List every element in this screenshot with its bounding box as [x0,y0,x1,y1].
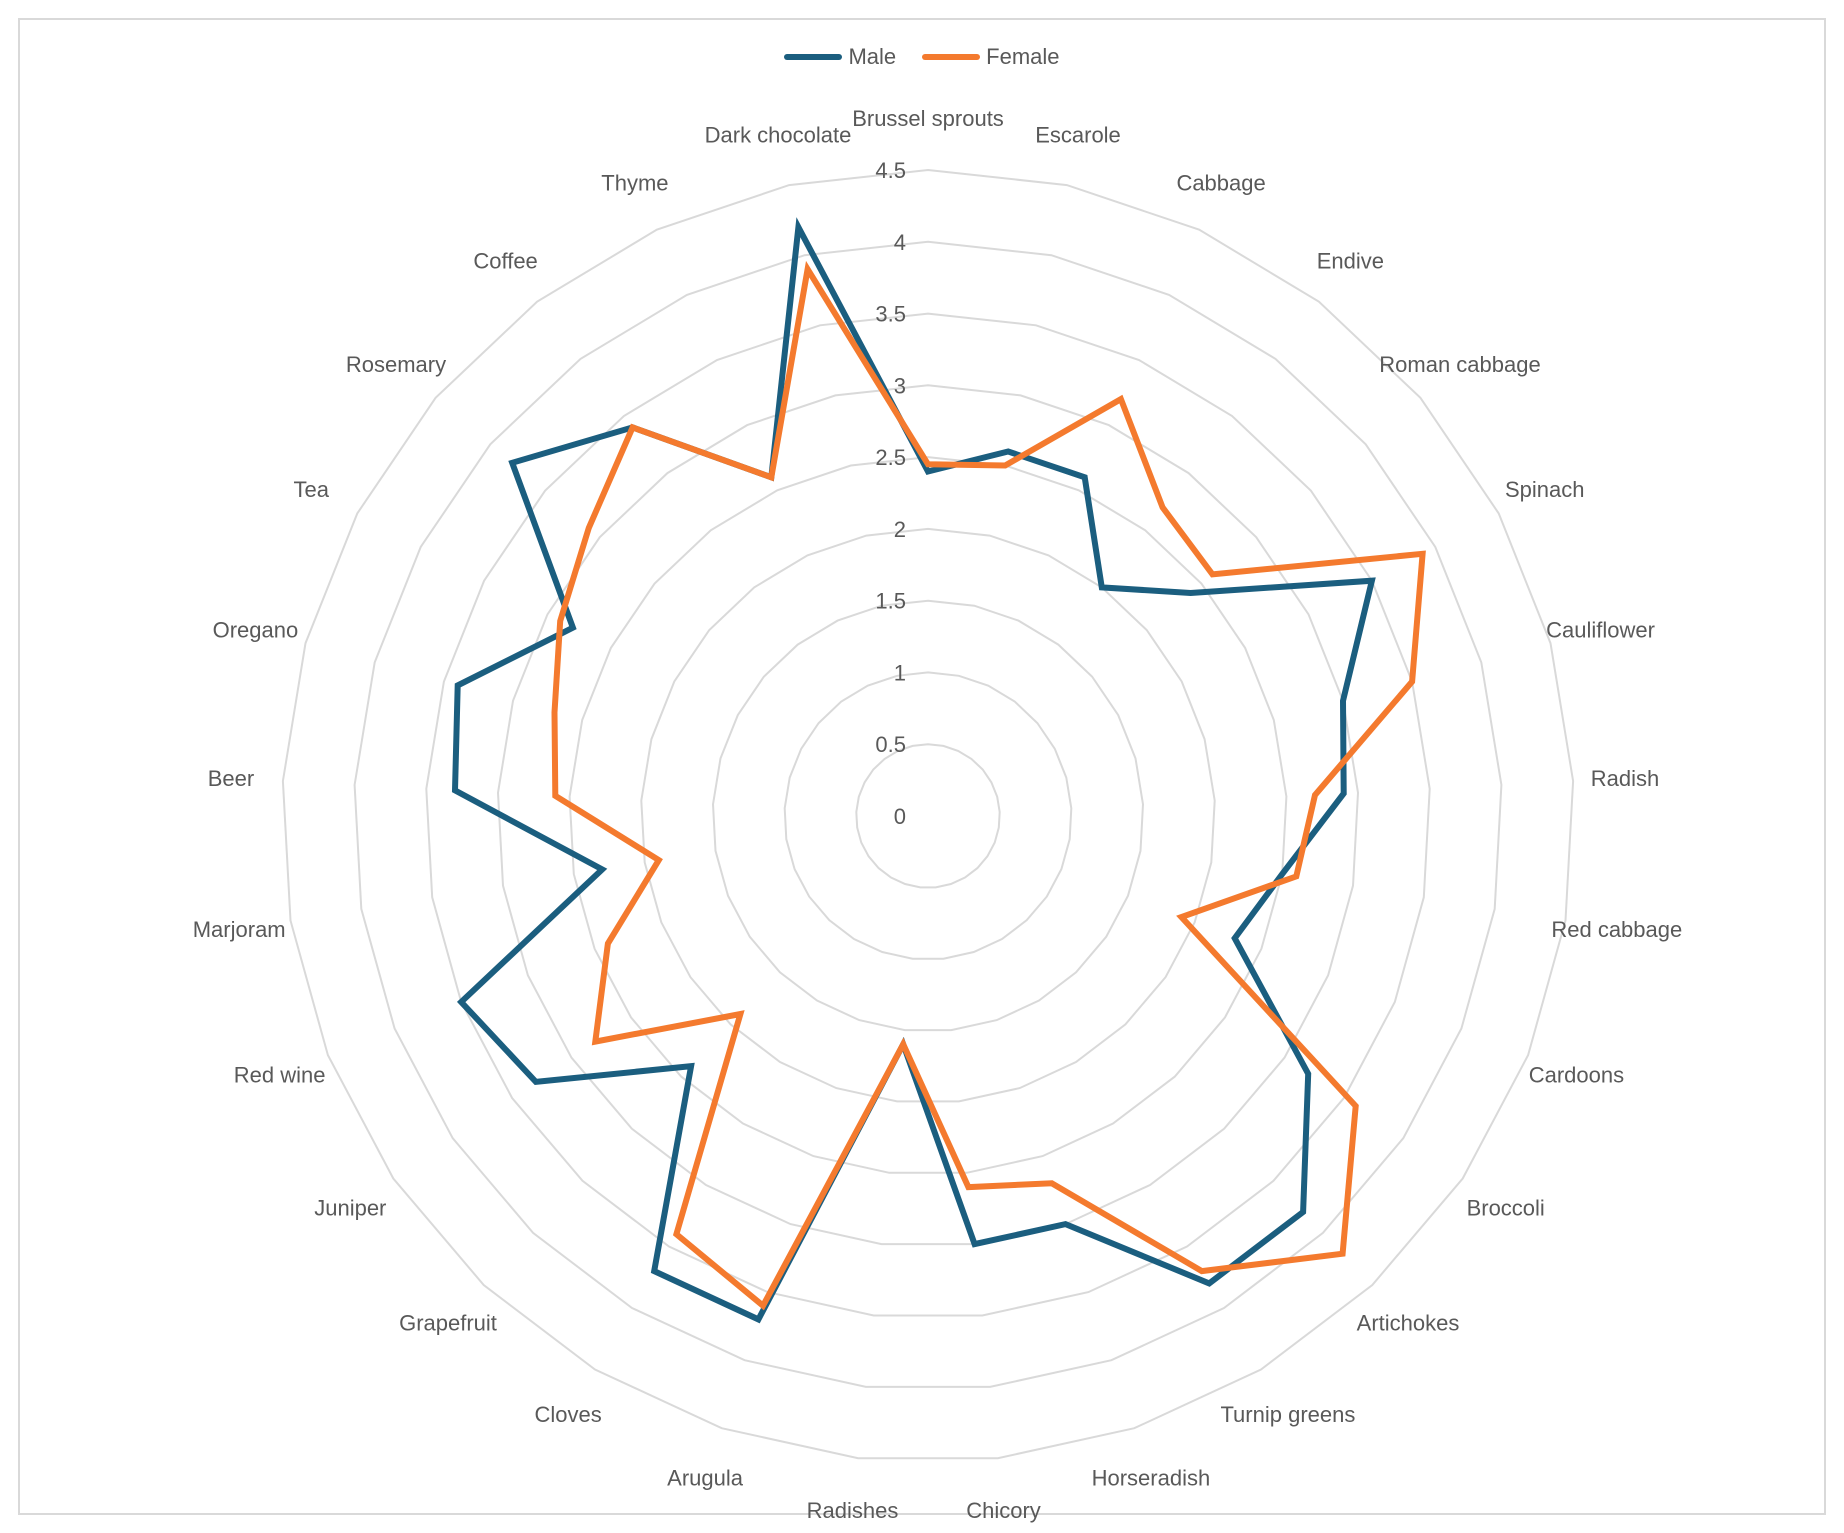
tick-label: 2 [894,517,906,542]
tick-label: 4 [894,230,906,255]
category-label: Oregano [213,617,299,642]
grid-ring [353,240,1503,1388]
category-labels: Brussel sprouts Escarole Cabbage Endive Roma… [193,106,1682,1523]
grid [281,168,1575,1460]
series-line-male [451,217,1376,1324]
category-label: Tea [294,477,330,502]
grid-ring [496,384,1360,1246]
legend-label-female: Female [986,44,1060,69]
category-label: Thyme [601,171,668,196]
series-lines [451,217,1426,1324]
grid-ring [855,743,1001,889]
grid-ring [425,312,1431,1317]
legend-label-male: Male [848,44,897,69]
chart-frame [18,18,1826,1515]
category-label: Arugula [667,1466,744,1491]
legend: Male Female [0,44,1844,70]
tick-label: 3.5 [875,302,906,327]
category-label: Broccoli [1467,1196,1545,1221]
category-label: Radish [1591,766,1659,791]
radial-tick-labels: 0 0.5 1 1.5 2 2.5 3 3.5 4 4.5 [875,158,906,829]
grid-ring [568,456,1288,1174]
legend-swatch-male [784,54,843,60]
tick-label: 2.5 [875,445,906,470]
category-label: Dark chocolate [705,122,852,147]
tick-label: 0.5 [875,732,906,757]
grid-ring [711,599,1145,1032]
category-label: Cloves [534,1402,601,1427]
category-label: Beer [208,766,254,791]
category-label: Chicory [966,1498,1041,1523]
category-label: Roman cabbage [1379,352,1540,377]
legend-entry-male[interactable]: Male [784,44,896,70]
tick-label: 0 [894,804,906,829]
category-label: Artichokes [1357,1311,1460,1336]
category-label: Juniper [314,1196,386,1221]
category-label: Cauliflower [1546,617,1655,642]
category-label: Coffee [473,248,537,273]
tick-label: 4.5 [875,158,906,183]
grid-ring [783,671,1073,960]
category-label: Cabbage [1176,171,1265,196]
category-label: Grapefruit [399,1311,497,1336]
tick-label: 1 [894,660,906,685]
category-label: Cardoons [1529,1062,1624,1087]
category-label: Rosemary [346,352,446,377]
category-label: Red wine [234,1062,326,1087]
category-label: Turnip greens [1220,1402,1355,1427]
category-label: Spinach [1505,477,1585,502]
tick-label: 1.5 [875,589,906,614]
tick-label: 3 [894,373,906,398]
series-line-female [551,260,1426,1311]
category-label: Escarole [1035,122,1121,147]
category-label: Radishes [807,1498,899,1523]
category-label: Endive [1317,248,1384,273]
category-label: Marjoram [193,917,286,942]
legend-entry-female[interactable]: Female [922,44,1060,70]
grid-ring [281,168,1575,1460]
category-label: Horseradish [1092,1466,1211,1491]
category-label: Brussel sprouts [852,106,1004,131]
category-label: Red cabbage [1551,917,1682,942]
legend-swatch-female [922,54,981,60]
